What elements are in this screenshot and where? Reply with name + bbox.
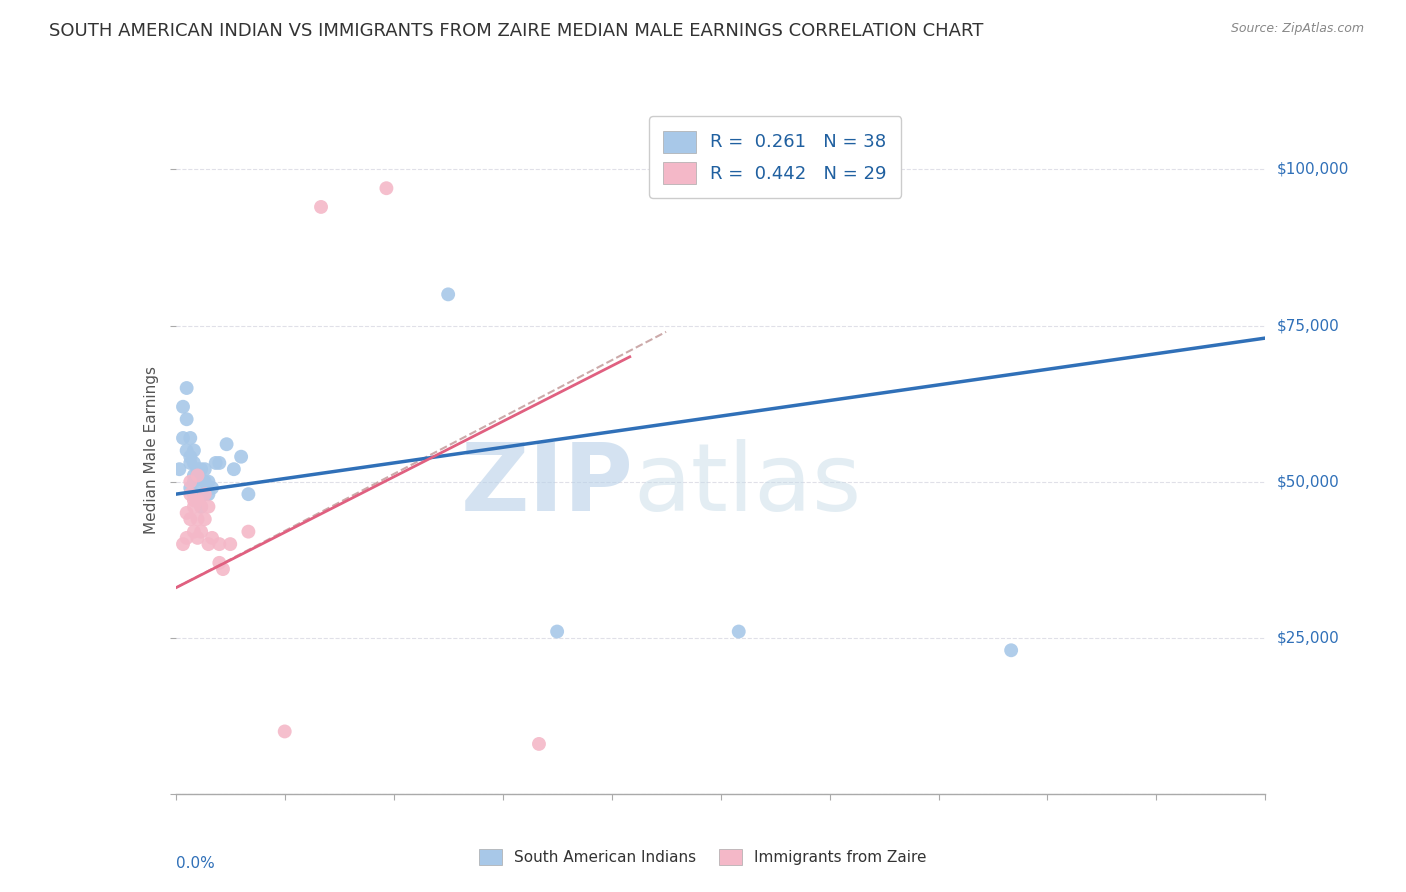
Point [309, 200, 332, 214]
Point [176, 506, 198, 520]
Point [176, 412, 198, 426]
Text: $100,000: $100,000 [1277, 162, 1348, 177]
Point [231, 450, 253, 464]
Point [437, 287, 460, 301]
Point [176, 381, 198, 395]
Point [727, 624, 749, 639]
Point [186, 468, 209, 483]
Text: $75,000: $75,000 [1277, 318, 1340, 333]
Point [194, 462, 217, 476]
Point [238, 524, 260, 539]
Point [172, 400, 194, 414]
Point [179, 512, 201, 526]
Point [194, 475, 217, 489]
Point [179, 456, 201, 470]
Text: Source: ZipAtlas.com: Source: ZipAtlas.com [1230, 22, 1364, 36]
Point [179, 431, 201, 445]
Point [190, 524, 212, 539]
Legend: South American Indians, Immigrants from Zaire: South American Indians, Immigrants from … [472, 843, 934, 871]
Point [183, 493, 205, 508]
Point [546, 624, 568, 639]
Point [197, 487, 219, 501]
Point [215, 437, 238, 451]
Point [179, 481, 201, 495]
Point [179, 450, 201, 464]
Point [172, 431, 194, 445]
Point [176, 443, 198, 458]
Point [527, 737, 550, 751]
Text: atlas: atlas [633, 439, 862, 531]
Point [190, 500, 212, 514]
Point [186, 531, 209, 545]
Point [176, 531, 198, 545]
Point [186, 487, 209, 501]
Point [172, 537, 194, 551]
Point [186, 493, 209, 508]
Point [238, 487, 260, 501]
Point [169, 462, 191, 476]
Point [183, 487, 205, 501]
Point [201, 481, 224, 495]
Point [186, 462, 209, 476]
Point [194, 487, 217, 501]
Point [190, 475, 212, 489]
Point [274, 724, 297, 739]
Point [186, 493, 209, 508]
Point [201, 531, 224, 545]
Point [183, 456, 205, 470]
Point [190, 462, 212, 476]
Point [183, 524, 205, 539]
Point [197, 475, 219, 489]
Point [183, 475, 205, 489]
Text: ZIP: ZIP [461, 439, 633, 531]
Point [208, 456, 231, 470]
Point [197, 500, 219, 514]
Point [186, 512, 209, 526]
Point [186, 468, 209, 483]
Point [212, 562, 235, 576]
Point [194, 512, 217, 526]
Point [222, 462, 245, 476]
Point [204, 456, 226, 470]
Text: SOUTH AMERICAN INDIAN VS IMMIGRANTS FROM ZAIRE MEDIAN MALE EARNINGS CORRELATION : SOUTH AMERICAN INDIAN VS IMMIGRANTS FROM… [49, 22, 984, 40]
Point [183, 443, 205, 458]
Point [194, 487, 217, 501]
Point [183, 468, 205, 483]
Point [208, 556, 231, 570]
Text: 0.0%: 0.0% [176, 855, 215, 871]
Text: $50,000: $50,000 [1277, 475, 1340, 489]
Y-axis label: Median Male Earnings: Median Male Earnings [143, 367, 159, 534]
Text: $25,000: $25,000 [1277, 631, 1340, 645]
Point [179, 475, 201, 489]
Point [179, 487, 201, 501]
Point [190, 500, 212, 514]
Point [183, 500, 205, 514]
Point [219, 537, 242, 551]
Legend: R =  0.261   N = 38, R =  0.442   N = 29: R = 0.261 N = 38, R = 0.442 N = 29 [650, 116, 901, 198]
Point [1000, 643, 1022, 657]
Point [197, 537, 219, 551]
Point [208, 537, 231, 551]
Point [375, 181, 398, 195]
